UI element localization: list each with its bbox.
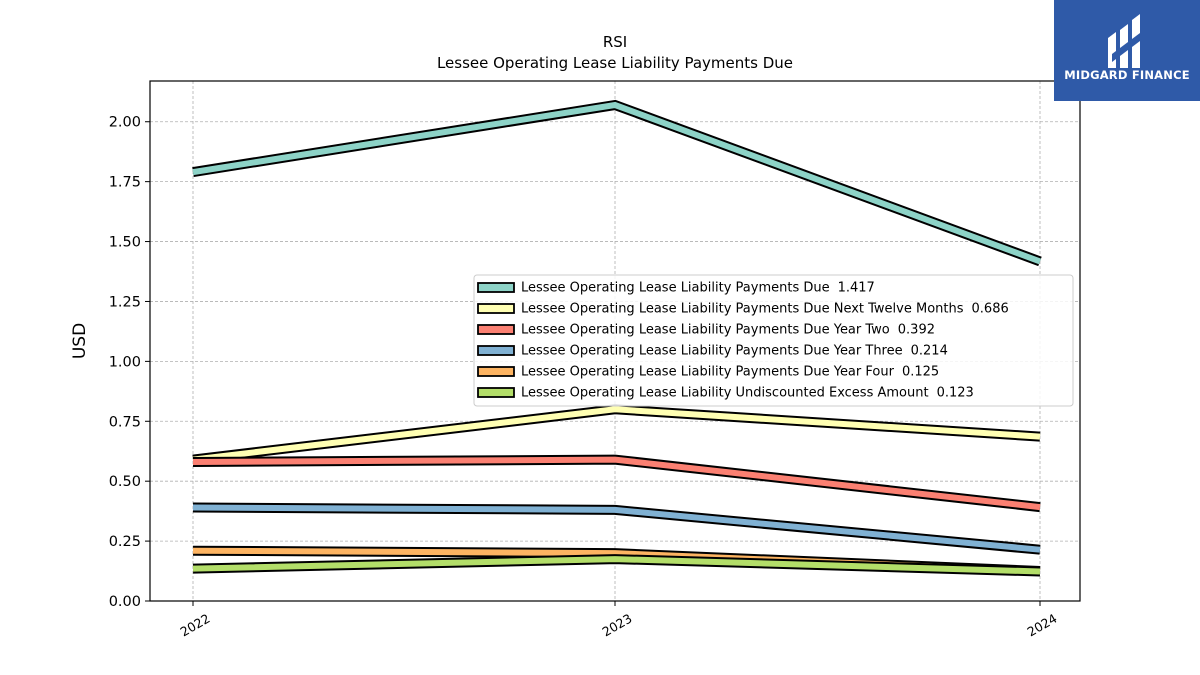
x-tick-label: 2023	[599, 611, 634, 640]
y-tick-label: 1.00	[109, 354, 141, 370]
legend-label: Lessee Operating Lease Liability Payment…	[521, 302, 1009, 317]
legend-label: Lessee Operating Lease Liability Payment…	[521, 365, 939, 380]
x-tick-label: 2022	[177, 611, 212, 640]
legend-swatch	[477, 387, 515, 398]
legend-series-name: Lessee Operating Lease Liability Undisco…	[521, 386, 929, 401]
legend-label: Lessee Operating Lease Liability Undisco…	[521, 386, 974, 401]
legend-series-name: Lessee Operating Lease Liability Payment…	[521, 302, 964, 317]
series-line	[192, 556, 1041, 575]
series-line-outline	[192, 99, 1042, 267]
series-lines	[192, 99, 1042, 577]
y-tick-label: 1.75	[109, 175, 141, 191]
legend-series-name: Lessee Operating Lease Liability Payment…	[521, 365, 895, 380]
legend-series-value: 0.392	[898, 323, 935, 338]
y-tick-label: 1.25	[109, 294, 141, 310]
series-line-outline	[192, 454, 1041, 513]
series-line-outline	[192, 502, 1041, 555]
legend: Lessee Operating Lease Liability Payment…	[473, 274, 1074, 407]
logo-mark-icon	[1108, 14, 1144, 68]
y-tick-label: 0.00	[109, 594, 141, 610]
x-tick-label: 2024	[1024, 611, 1059, 640]
series-line	[192, 101, 1042, 265]
y-tick-label: 2.00	[109, 115, 141, 131]
legend-label: Lessee Operating Lease Liability Payment…	[521, 323, 935, 338]
legend-swatch	[477, 324, 515, 335]
legend-swatch	[477, 366, 515, 377]
chart-subtitle: Lessee Operating Lease Liability Payment…	[437, 54, 793, 72]
legend-label: Lessee Operating Lease Liability Payment…	[521, 281, 875, 296]
legend-swatch	[477, 345, 515, 356]
series-line-outline	[192, 404, 1041, 465]
logo-text: MIDGARD FINANCE	[1064, 68, 1190, 82]
y-axis-label: USD	[70, 323, 90, 359]
legend-swatch	[477, 303, 515, 314]
legend-series-value: 0.125	[902, 365, 939, 380]
y-tick-label: 0.25	[109, 534, 141, 550]
legend-series-name: Lessee Operating Lease Liability Payment…	[521, 281, 830, 296]
series-line	[192, 504, 1041, 553]
legend-series-value: 0.686	[972, 302, 1009, 317]
legend-swatch	[477, 282, 515, 293]
legend-series-name: Lessee Operating Lease Liability Payment…	[521, 323, 890, 338]
y-tick-label: 0.75	[109, 414, 141, 430]
brand-logo: MIDGARD FINANCE	[1054, 0, 1200, 101]
legend-series-value: 1.417	[838, 281, 875, 296]
legend-series-value: 0.123	[937, 386, 974, 401]
legend-series-name: Lessee Operating Lease Liability Payment…	[521, 344, 903, 359]
y-tick-label: 1.50	[109, 235, 141, 251]
series-line	[192, 406, 1041, 463]
legend-label: Lessee Operating Lease Liability Payment…	[521, 344, 948, 359]
legend-box	[473, 274, 1074, 407]
series-line	[192, 456, 1041, 511]
legend-series-value: 0.214	[911, 344, 948, 359]
chart-title: RSI	[603, 33, 627, 51]
y-tick-label: 0.50	[109, 474, 141, 490]
